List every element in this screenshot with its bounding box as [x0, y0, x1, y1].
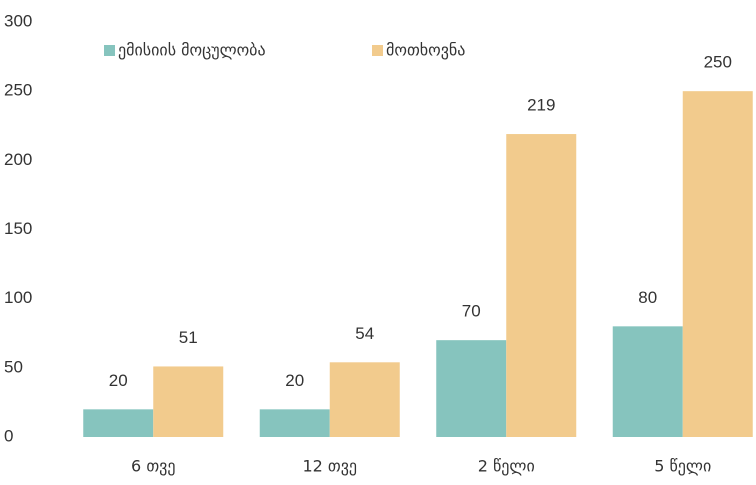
bar [682, 91, 753, 438]
bar [83, 409, 154, 437]
data-label: 20 [285, 371, 304, 390]
data-label: 54 [355, 324, 374, 343]
legend-swatch [372, 45, 383, 56]
legend-label: ემისიის მოცულობა [118, 41, 266, 60]
bar [612, 326, 683, 437]
data-label: 80 [638, 288, 657, 307]
bar [436, 340, 507, 437]
data-label: 70 [462, 302, 481, 321]
y-tick-label: 100 [4, 288, 32, 307]
legend-swatch [104, 45, 115, 56]
data-label: 20 [109, 371, 128, 390]
bar [329, 362, 400, 437]
x-tick-label: 2 წელი [478, 457, 535, 476]
y-tick-label: 200 [4, 150, 32, 169]
x-tick-label: 12 თვე [302, 457, 357, 476]
bar [259, 409, 330, 437]
x-tick-label: 6 თვე [131, 457, 175, 476]
data-label: 219 [527, 96, 555, 115]
bar [506, 134, 577, 438]
y-tick-label: 300 [4, 11, 32, 30]
legend-label: მოთხოვნა [386, 41, 465, 60]
data-label: 51 [179, 328, 198, 347]
y-tick-label: 50 [4, 357, 23, 376]
y-tick-label: 250 [4, 81, 32, 100]
y-tick-label: 150 [4, 219, 32, 238]
bar [153, 366, 224, 437]
data-label: 250 [704, 53, 732, 72]
y-tick-label: 0 [4, 426, 13, 445]
x-tick-label: 5 წელი [654, 457, 711, 476]
